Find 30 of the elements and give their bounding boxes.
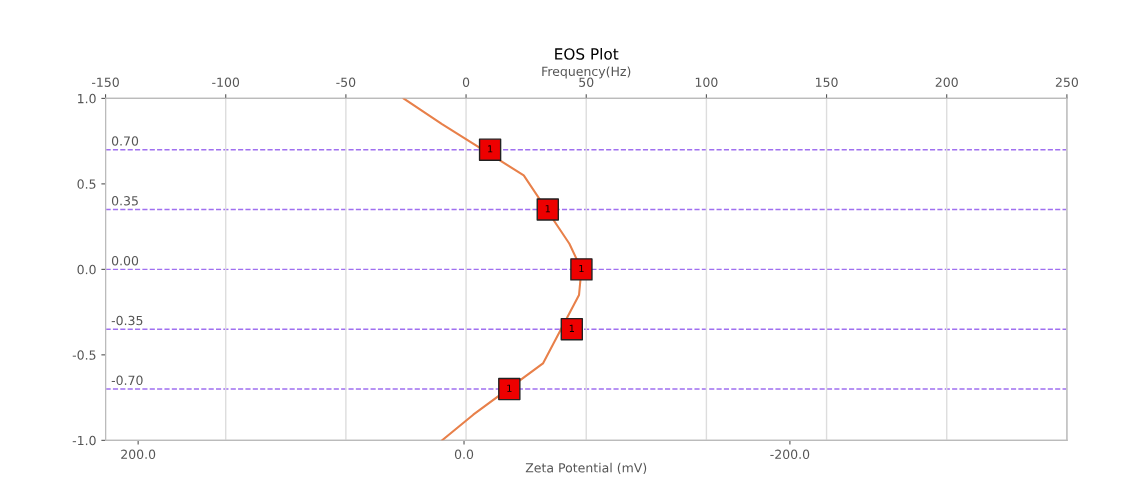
x-tick-label: 200.0 — [121, 449, 156, 460]
series-label: 1 — [579, 264, 584, 273]
x2-tick-label: 0 — [462, 77, 470, 87]
text: 1 — [545, 205, 550, 213]
x-tick-label: 0.0 — [454, 449, 474, 460]
x2-tick-label: -100 — [212, 77, 240, 87]
ref-line-label: 0.35 — [111, 196, 138, 206]
chart-title: EOS Plot — [555, 47, 619, 60]
x2-tick-label: -50 — [336, 77, 356, 87]
y-tick-label: -0.5 — [72, 350, 96, 360]
text: 1 — [569, 324, 574, 332]
x2-tick-label: 150 — [816, 77, 838, 87]
ref-line-label: 0.70 — [111, 136, 139, 146]
ref-line-label: -0.70 — [111, 375, 143, 386]
text: 1 — [488, 145, 493, 153]
x2-tick-label: 100 — [695, 77, 718, 87]
ref-line-label: 0.00 — [111, 255, 139, 266]
ref-line-label: -0.35 — [111, 315, 143, 326]
x2-tick-label: 250 — [1055, 77, 1078, 87]
x-tick-label: -200.0 — [770, 449, 810, 460]
x2-tick-label: 50 — [579, 77, 594, 87]
text: 1 — [507, 384, 512, 392]
y-tick-label: 1.0 — [78, 93, 96, 104]
x2-tick-label: -150 — [91, 77, 119, 87]
x2-axis-title: Frequency(Hz) — [542, 66, 631, 79]
x-axis-title: Zeta Potential (mV) — [525, 462, 647, 474]
y-tick-label: 0.0 — [77, 264, 96, 275]
x2-tick-label: 200 — [935, 77, 958, 87]
y-tick-label: -1.0 — [72, 435, 96, 446]
y-tick-label: 0.5 — [77, 179, 96, 189]
